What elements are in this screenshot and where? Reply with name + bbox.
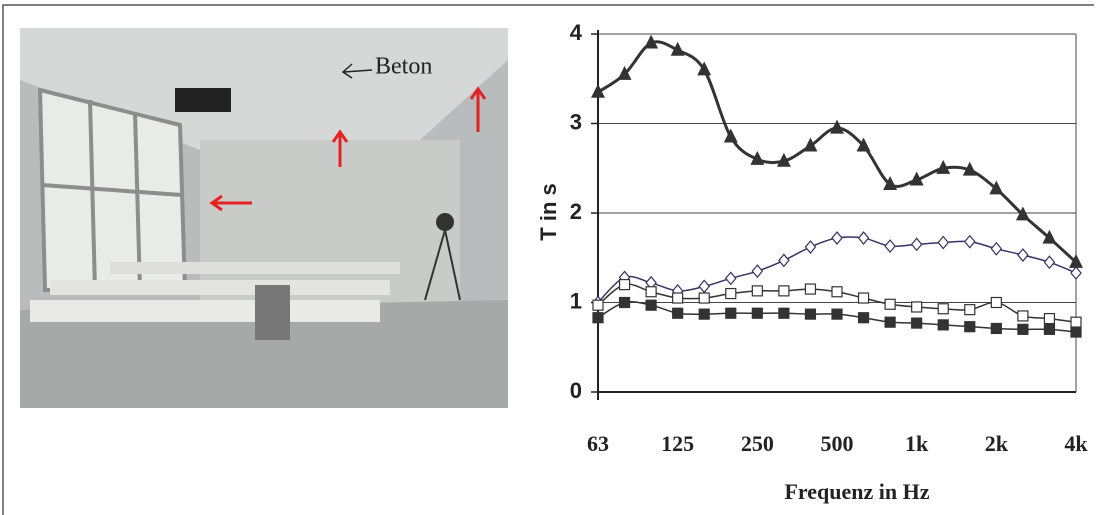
marker bbox=[964, 321, 976, 333]
marker bbox=[618, 279, 631, 291]
marker bbox=[697, 61, 712, 76]
marker bbox=[723, 128, 738, 143]
marker bbox=[698, 292, 710, 304]
marker bbox=[804, 308, 817, 320]
marker bbox=[937, 319, 949, 331]
chart: T in s Frequenz in Hz 0 1 2 3 4 63 125 250 500 1k… bbox=[536, 20, 1089, 504]
marker bbox=[672, 307, 684, 319]
marker bbox=[911, 301, 923, 313]
marker bbox=[1017, 323, 1029, 335]
marker bbox=[776, 152, 791, 167]
marker bbox=[1015, 206, 1030, 221]
marker bbox=[989, 180, 1004, 195]
marker bbox=[990, 296, 1002, 309]
y-tick-label: 2 bbox=[570, 199, 582, 224]
x-tick-label: 1k bbox=[905, 431, 929, 456]
x-tick-label: 125 bbox=[661, 431, 694, 456]
marker bbox=[990, 241, 1003, 256]
marker bbox=[911, 317, 923, 329]
marker bbox=[725, 307, 737, 319]
marker bbox=[698, 308, 710, 320]
marker bbox=[831, 308, 843, 320]
y-tick-label: 0 bbox=[570, 378, 582, 403]
marker bbox=[963, 234, 976, 249]
marker bbox=[831, 231, 843, 245]
marker bbox=[884, 239, 896, 254]
marker bbox=[830, 119, 844, 134]
marker bbox=[1043, 313, 1056, 325]
marker bbox=[804, 283, 817, 295]
marker bbox=[1070, 326, 1082, 338]
marker bbox=[936, 159, 951, 174]
marker bbox=[725, 287, 737, 300]
marker bbox=[1070, 266, 1082, 280]
marker bbox=[937, 235, 950, 250]
y-tick-label: 1 bbox=[570, 288, 582, 313]
marker bbox=[645, 299, 657, 311]
marker bbox=[670, 41, 685, 56]
marker bbox=[803, 137, 818, 152]
marker bbox=[1070, 316, 1082, 328]
x-axis-label: Frequenz in Hz bbox=[784, 479, 929, 504]
marker bbox=[750, 150, 765, 165]
marker bbox=[1017, 310, 1029, 322]
photo: Beton bbox=[20, 28, 508, 408]
marker bbox=[592, 299, 604, 311]
series-line bbox=[597, 40, 1078, 264]
marker bbox=[617, 65, 632, 80]
marker bbox=[724, 271, 737, 286]
marker bbox=[884, 298, 896, 310]
marker bbox=[962, 161, 977, 176]
x-tick-label: 63 bbox=[587, 431, 609, 456]
marker bbox=[990, 322, 1002, 335]
marker bbox=[645, 286, 657, 298]
marker bbox=[778, 253, 790, 268]
x-tick-label: 2k bbox=[985, 431, 1009, 456]
marker bbox=[857, 292, 870, 304]
marker bbox=[672, 292, 684, 304]
marker bbox=[698, 279, 711, 294]
x-tick-label: 4k bbox=[1064, 431, 1088, 456]
marker bbox=[618, 296, 631, 309]
marker bbox=[751, 285, 763, 297]
marker bbox=[592, 312, 604, 324]
marker bbox=[856, 137, 871, 152]
frame bbox=[2, 4, 1094, 515]
marker bbox=[883, 176, 898, 190]
marker bbox=[751, 307, 763, 319]
x-tick-label: 250 bbox=[741, 431, 774, 456]
marker bbox=[1017, 248, 1029, 263]
marker bbox=[778, 285, 790, 297]
marker bbox=[964, 304, 976, 316]
marker bbox=[857, 312, 870, 324]
marker bbox=[937, 303, 949, 315]
marker bbox=[1042, 229, 1057, 244]
marker bbox=[804, 240, 817, 254]
marker bbox=[778, 307, 790, 319]
marker bbox=[751, 264, 764, 279]
marker bbox=[909, 171, 924, 186]
marker bbox=[644, 34, 659, 49]
marker bbox=[831, 286, 843, 298]
marker bbox=[1043, 255, 1056, 270]
x-tick-label: 500 bbox=[821, 431, 854, 456]
y-tick-label: 4 bbox=[570, 20, 583, 45]
photo-annotation: Beton bbox=[375, 54, 432, 80]
y-axis-label: T in s bbox=[536, 183, 561, 240]
marker bbox=[910, 237, 923, 252]
marker bbox=[591, 83, 605, 98]
marker bbox=[857, 231, 870, 245]
y-tick-label: 3 bbox=[570, 109, 582, 134]
marker bbox=[884, 316, 896, 328]
marker bbox=[1043, 323, 1056, 335]
